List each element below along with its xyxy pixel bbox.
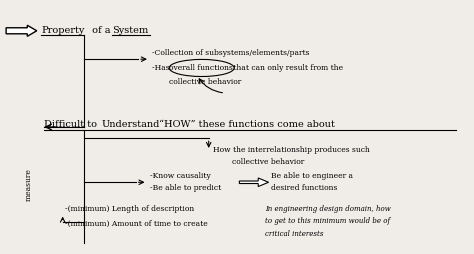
- Text: -(minimum) Length of description: -(minimum) Length of description: [65, 205, 194, 213]
- Text: Be able to engineer a: Be able to engineer a: [271, 172, 353, 180]
- Text: -Has: -Has: [152, 64, 172, 72]
- Text: Difficult to: Difficult to: [44, 120, 100, 130]
- Text: In engineering design domain, how: In engineering design domain, how: [265, 205, 391, 213]
- Text: collective behavior: collective behavior: [232, 158, 304, 166]
- Text: -Know causality: -Know causality: [150, 172, 210, 180]
- Polygon shape: [239, 178, 269, 186]
- Text: System: System: [112, 26, 148, 35]
- Text: critical interests: critical interests: [265, 230, 324, 238]
- Text: “HOW” these functions come about: “HOW” these functions come about: [156, 120, 335, 130]
- Text: How the interrelationship produces such: How the interrelationship produces such: [213, 146, 370, 154]
- Text: Property: Property: [41, 26, 85, 35]
- Text: collective behavior: collective behavior: [169, 78, 241, 86]
- Text: overall functions: overall functions: [169, 64, 233, 72]
- Text: desired functions: desired functions: [271, 184, 337, 192]
- Polygon shape: [6, 25, 36, 36]
- Text: -Be able to predict: -Be able to predict: [150, 184, 221, 192]
- Text: to get to this minimum would be of: to get to this minimum would be of: [265, 217, 391, 225]
- Text: measure: measure: [25, 168, 33, 201]
- Text: Understand: Understand: [102, 120, 160, 130]
- Text: -Collection of subsystems/elements/parts: -Collection of subsystems/elements/parts: [152, 49, 310, 57]
- Text: of a: of a: [89, 26, 113, 35]
- Text: that can only result from the: that can only result from the: [231, 64, 344, 72]
- Text: -(minimum) Amount of time to create: -(minimum) Amount of time to create: [65, 220, 208, 228]
